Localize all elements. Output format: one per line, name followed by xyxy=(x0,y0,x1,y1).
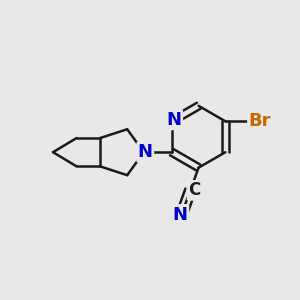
Text: N: N xyxy=(173,206,188,224)
Text: Br: Br xyxy=(249,112,271,130)
Text: C: C xyxy=(188,182,200,200)
Text: N: N xyxy=(138,143,153,161)
Text: N: N xyxy=(167,111,182,129)
